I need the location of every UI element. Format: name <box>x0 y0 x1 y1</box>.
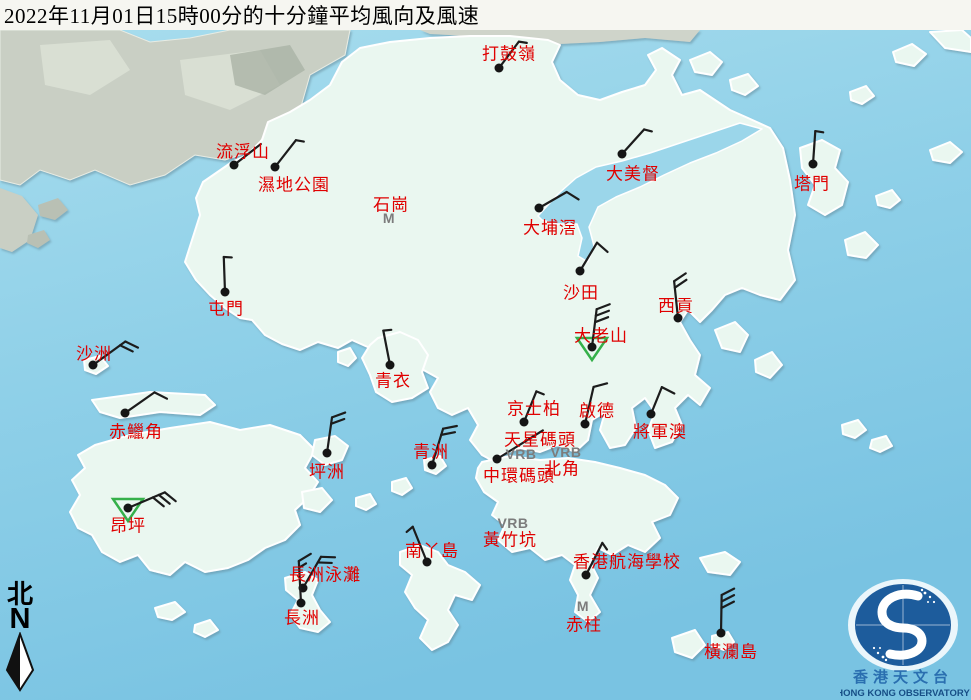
wind-barb-sha-chau <box>88 340 140 370</box>
hko-logo-chinese: 香港天文台 <box>853 668 953 686</box>
station-dot <box>296 598 306 608</box>
station-dot <box>322 448 332 458</box>
map-title: 2022年11月01日15時00分的十分鐘平均風向及風速 <box>4 4 480 28</box>
title-bar: 2022年11月01日15時00分的十分鐘平均風向及風速 <box>0 0 971 30</box>
station-dot <box>220 287 230 297</box>
station-dot <box>229 160 239 170</box>
wind-barb-ngong-ping <box>110 491 177 524</box>
wind-barb-tai-mei-tuk <box>617 128 653 159</box>
hko-halftone-dots <box>872 588 936 662</box>
wind-barb-hk-sea-school <box>581 541 609 580</box>
wind-barb-wetland-park <box>270 139 305 172</box>
wind-barb-peng-chau <box>322 411 347 458</box>
compass-needle-icon <box>5 631 35 692</box>
hko-s-swirl <box>877 589 927 660</box>
wind-barb-layer <box>88 40 825 638</box>
wind-barb-green-island <box>427 424 458 470</box>
north-compass: 北 N <box>2 582 38 697</box>
station-dot <box>673 313 683 323</box>
station-dot <box>422 557 432 567</box>
wind-barb-lau-fau-shan <box>229 142 262 170</box>
wind-barb-lamma-island <box>405 525 432 567</box>
wind-barb-tuen-mun <box>220 255 233 297</box>
wind-barb-ta-kwu-ling <box>494 40 528 73</box>
hk-landmass <box>69 29 971 659</box>
wind-barb-kings-park <box>519 390 545 427</box>
inner-bays <box>537 122 763 263</box>
station-dot <box>581 570 591 580</box>
gust-triangle-icon <box>110 497 146 524</box>
station-dot <box>808 159 818 169</box>
station-dot <box>88 360 98 370</box>
station-dot <box>716 628 726 638</box>
hko-logo-english: HONG KONG OBSERVATORY <box>840 688 970 699</box>
station-dot <box>492 454 502 464</box>
wind-barb-tap-mun <box>808 129 825 169</box>
station-dot <box>519 417 529 427</box>
wind-barb-kai-tak <box>580 382 609 429</box>
compass-north-hanzi: 北 <box>6 580 33 610</box>
station-dot <box>617 149 627 159</box>
wind-barb-chek-lap-kok <box>120 391 169 418</box>
station-dot <box>427 460 437 470</box>
wind-barb-sai-kung <box>673 272 688 323</box>
compass-north-letter: N <box>9 603 31 635</box>
hko-logo: 香港天文台 HONG KONG OBSERVATORY <box>836 578 970 700</box>
hko-logo-graphic: 香港天文台 HONG KONG OBSERVATORY <box>836 579 970 699</box>
wind-barb-tates-cairn <box>574 303 611 363</box>
station-dot <box>587 342 597 352</box>
wind-barb-tsing-yi <box>382 328 395 370</box>
wind-barb-cheung-chau <box>296 552 312 608</box>
station-dot <box>494 63 504 73</box>
wind-barb-tseung-kwan-o <box>646 386 676 419</box>
wind-barb-waglan-island <box>716 587 736 638</box>
station-dot <box>646 409 656 419</box>
foreign-landmass <box>0 29 700 252</box>
wind-barb-sha-tin <box>575 241 609 276</box>
station-dot <box>385 360 395 370</box>
station-dot <box>120 408 130 418</box>
station-dot <box>580 419 590 429</box>
station-dot <box>575 266 585 276</box>
station-dot <box>534 203 544 213</box>
wind-barb-central-pier <box>492 429 544 464</box>
wind-barb-tai-po-kau <box>534 190 580 213</box>
station-dot <box>270 162 280 172</box>
station-dot <box>123 503 133 513</box>
